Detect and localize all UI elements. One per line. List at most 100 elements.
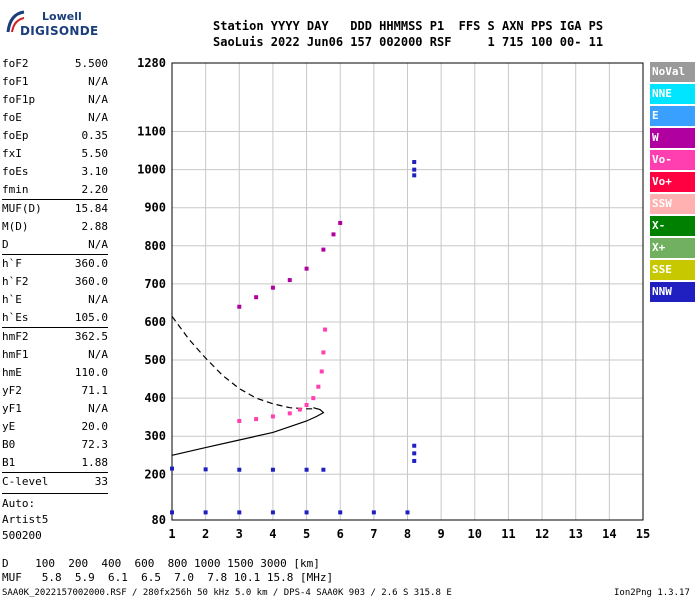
param-value: 1.88 bbox=[81, 456, 109, 469]
y-tick-label: 80 bbox=[152, 513, 166, 527]
echo-point bbox=[270, 510, 275, 515]
echo-point bbox=[170, 466, 174, 471]
echo-point bbox=[321, 350, 326, 355]
param-label: M(D) bbox=[2, 220, 29, 233]
y-tick-label: 1100 bbox=[137, 125, 166, 139]
param-row: fxI 5.50 bbox=[2, 145, 108, 163]
param-label: yE bbox=[2, 420, 16, 433]
param-row: MUF(D) 15.84 bbox=[2, 199, 108, 218]
legend-item: Vo+ bbox=[650, 172, 695, 192]
echo-point bbox=[412, 451, 417, 456]
param-label: h`F bbox=[2, 257, 22, 270]
echo-point bbox=[237, 510, 242, 515]
param-label: foF2 bbox=[2, 57, 29, 70]
echo-point bbox=[412, 167, 417, 172]
param-row: yF2 71.1 bbox=[2, 382, 108, 400]
echo-point bbox=[405, 510, 410, 515]
echo-point bbox=[321, 467, 326, 472]
legend-item: W bbox=[650, 128, 695, 148]
param-row: M(D) 2.88 bbox=[2, 218, 108, 236]
logo-line2: DIGISONDE bbox=[20, 24, 99, 38]
param-label: D bbox=[2, 238, 9, 251]
x-tick-label: 8 bbox=[404, 527, 411, 541]
y-tick-label: 900 bbox=[144, 201, 166, 215]
footer-file-info: SAA0K_2022157002000.RSF / 280fx256h 50 k… bbox=[2, 588, 452, 598]
param-row: B0 72.3 bbox=[2, 436, 108, 454]
param-value: 72.3 bbox=[81, 438, 109, 451]
param-row: foF1p N/A bbox=[2, 91, 108, 109]
param-value: 15.84 bbox=[74, 202, 108, 215]
param-row: hmF2 362.5 bbox=[2, 327, 108, 346]
legend-item: NNE bbox=[650, 84, 695, 104]
x-tick-label: 15 bbox=[636, 527, 650, 541]
param-value: 105.0 bbox=[74, 311, 108, 324]
echo-point bbox=[270, 414, 275, 419]
echo-point bbox=[203, 510, 208, 515]
param-row: h`E N/A bbox=[2, 291, 108, 309]
param-row: foF1 N/A bbox=[2, 73, 108, 91]
param-value: 71.1 bbox=[81, 384, 109, 397]
echo-point bbox=[237, 418, 242, 423]
x-tick-label: 4 bbox=[269, 527, 276, 541]
param-value: 3.10 bbox=[81, 165, 109, 178]
echo-point bbox=[270, 285, 275, 290]
param-row: B1 1.88 bbox=[2, 454, 108, 472]
param-label: hmE bbox=[2, 366, 22, 379]
param-label: B0 bbox=[2, 438, 16, 451]
y-tick-label: 700 bbox=[144, 277, 166, 291]
param-value: 2.20 bbox=[81, 183, 109, 196]
echo-point bbox=[237, 304, 242, 309]
x-tick-label: 5 bbox=[303, 527, 310, 541]
param-row: C-level 33 bbox=[2, 472, 108, 491]
param-value: 33 bbox=[94, 475, 108, 488]
param-label: fmin bbox=[2, 183, 29, 196]
param-label: fxI bbox=[2, 147, 22, 160]
legend-item: E bbox=[650, 106, 695, 126]
digisonde-logo: Lowell DIGISONDE bbox=[6, 6, 99, 42]
x-tick-label: 13 bbox=[568, 527, 582, 541]
x-tick-label: 10 bbox=[468, 527, 482, 541]
plot-frame bbox=[171, 62, 644, 521]
param-label: foEs bbox=[2, 165, 29, 178]
echo-point bbox=[311, 396, 316, 401]
param-label: h`F2 bbox=[2, 275, 29, 288]
echo-point bbox=[331, 232, 336, 237]
x-tick-label: 12 bbox=[535, 527, 549, 541]
auto-line: Auto: bbox=[2, 497, 36, 510]
param-value: N/A bbox=[88, 348, 108, 361]
parameter-panel: foF2 5.500 foF1 N/A foF1p N/A foE N/A foEp 0.35 fx… bbox=[2, 55, 108, 544]
auto-line: Artist5 bbox=[2, 513, 49, 526]
header-line1: Station YYYY DAY DDD HHMMSS P1 FFS S AXN… bbox=[213, 19, 604, 33]
footer-muf-row: MUF 5.8 5.9 6.1 6.5 7.0 7.8 10.1 15.8 [M… bbox=[2, 571, 334, 584]
param-label: C-level bbox=[2, 475, 49, 488]
echo-point bbox=[338, 220, 343, 225]
param-label: MUF(D) bbox=[2, 202, 42, 215]
param-row: yF1 N/A bbox=[2, 400, 108, 418]
echo-point bbox=[237, 467, 242, 472]
param-value: 5.50 bbox=[81, 147, 109, 160]
param-label: h`Es bbox=[2, 311, 29, 324]
param-label: foE bbox=[2, 111, 22, 124]
param-row: foEp 0.35 bbox=[2, 127, 108, 145]
echo-point bbox=[254, 417, 259, 422]
y-tick-label: 400 bbox=[144, 391, 166, 405]
param-label: hmF2 bbox=[2, 330, 29, 343]
logo-line1: Lowell bbox=[42, 10, 82, 23]
param-value: 0.35 bbox=[81, 129, 109, 142]
param-value: 360.0 bbox=[74, 275, 108, 288]
legend-item: Vo- bbox=[650, 150, 695, 170]
echo-point bbox=[170, 510, 174, 515]
param-row: hmF1 N/A bbox=[2, 346, 108, 364]
legend-item: X+ bbox=[650, 238, 695, 258]
param-value: 362.5 bbox=[74, 330, 108, 343]
param-label: yF1 bbox=[2, 402, 22, 415]
y-tick-label: 300 bbox=[144, 429, 166, 443]
echo-point bbox=[203, 467, 208, 472]
legend-item: SSW bbox=[650, 194, 695, 214]
y-tick-label: 800 bbox=[144, 239, 166, 253]
param-row: h`Es 105.0 bbox=[2, 309, 108, 327]
param-value: 5.500 bbox=[74, 57, 108, 70]
x-tick-label: 2 bbox=[202, 527, 209, 541]
x-tick-label: 14 bbox=[602, 527, 616, 541]
